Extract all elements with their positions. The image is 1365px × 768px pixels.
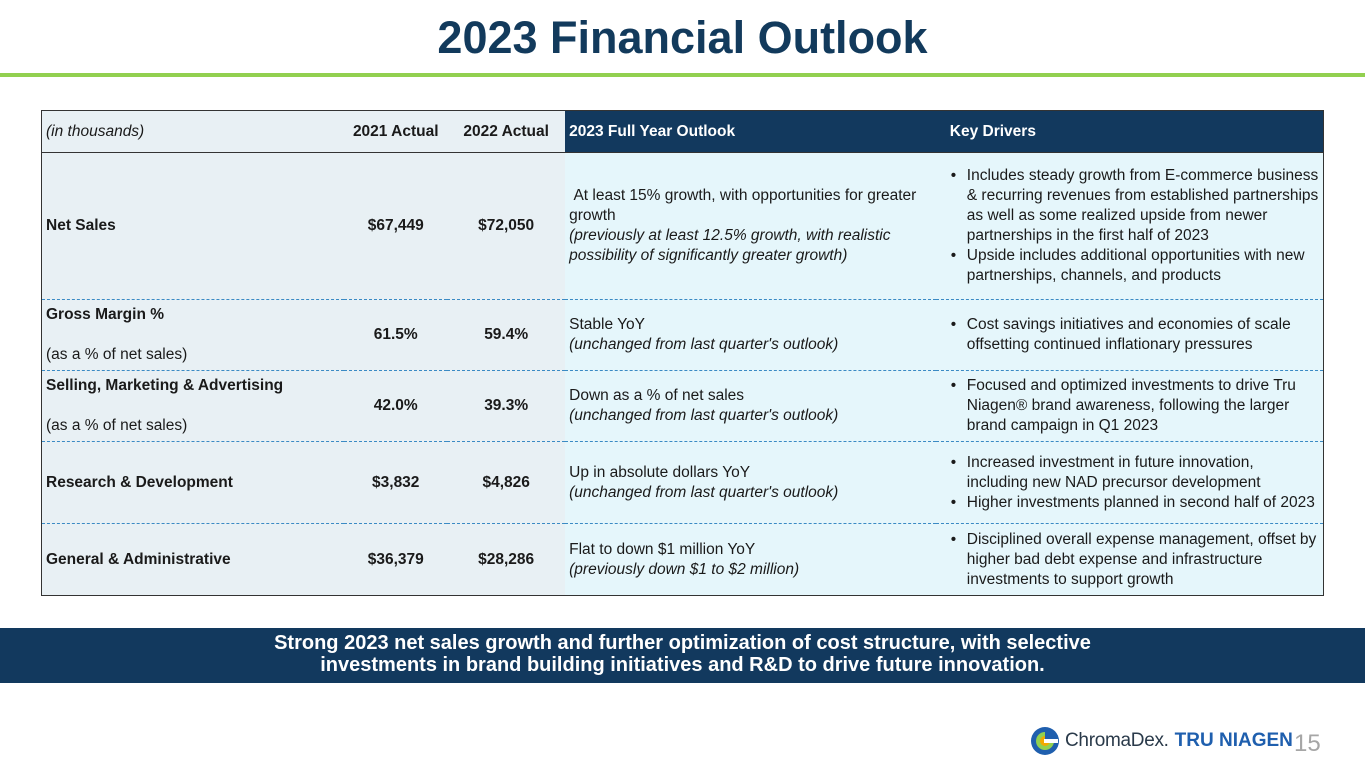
company-logo: ChromaDex. TRU NIAGEN	[1030, 724, 1293, 758]
row-metric: Research & Development	[41, 441, 345, 524]
row-2022-value: $4,826	[447, 441, 566, 524]
header-2022: 2022 Actual	[447, 110, 566, 153]
row-metric: Net Sales	[41, 152, 345, 300]
driver-bullet: Focused and optimized investments to dri…	[950, 376, 1319, 436]
title-divider	[0, 73, 1365, 77]
row-outlook-text: At least 15% growth, with opportunities …	[569, 187, 921, 224]
header-units: (in thousands)	[41, 110, 345, 153]
page-number: 15	[1294, 730, 1321, 757]
row-outlook-text: Down as a % of net sales	[569, 387, 745, 404]
header-outlook: 2023 Full Year Outlook	[565, 110, 936, 153]
slide-title: 2023 Financial Outlook	[437, 12, 928, 63]
row-2021-value: $3,832	[344, 441, 448, 524]
row-outlook: Stable YoY (unchanged from last quarter'…	[565, 299, 936, 371]
row-outlook-text: Flat to down $1 million YoY	[569, 540, 756, 558]
header-2021: 2021 Actual	[344, 110, 448, 153]
row-2022-value: $72,050	[447, 152, 566, 300]
table-row: Research & Development $3,832 $4,826 Up …	[41, 441, 1324, 524]
row-outlook-note: (unchanged from last quarter's outlook)	[569, 336, 839, 353]
row-metric: Selling, Marketing & Advertising (as a %…	[41, 370, 345, 442]
row-outlook: Flat to down $1 million YoY (previously …	[565, 523, 936, 596]
banner-line: Strong 2023 net sales growth and further…	[274, 632, 1091, 654]
driver-bullet: Disciplined overall expense management, …	[950, 530, 1319, 590]
row-2021-value: $36,379	[344, 523, 448, 596]
row-metric: General & Administrative	[41, 523, 345, 596]
row-2021-value: 42.0%	[344, 370, 448, 442]
chromadex-mark-icon	[1031, 727, 1059, 755]
summary-banner: Strong 2023 net sales growth and further…	[0, 628, 1365, 683]
row-2022-value: $28,286	[447, 523, 566, 596]
row-2022-value: 59.4%	[447, 299, 566, 371]
table-row: Net Sales $67,449 $72,050 At least 15% g…	[41, 152, 1324, 300]
row-drivers: Cost savings initiatives and economies o…	[935, 299, 1324, 371]
row-2021-value: 61.5%	[344, 299, 448, 371]
row-metric-sub: (as a % of net sales)	[46, 346, 188, 363]
driver-bullet: Cost savings initiatives and economies o…	[950, 315, 1319, 355]
row-drivers: Includes steady growth from E-commerce b…	[935, 152, 1324, 300]
row-metric-sub: (as a % of net sales)	[46, 417, 188, 434]
table-row: General & Administrative $36,379 $28,286…	[41, 523, 1324, 596]
driver-bullet: Includes steady growth from E-commerce b…	[950, 166, 1319, 246]
row-outlook: At least 15% growth, with opportunities …	[565, 152, 936, 300]
logo-company-text: ChromaDex.	[1065, 730, 1169, 751]
row-outlook-text: Stable YoY	[569, 316, 645, 333]
row-metric-label: Selling, Marketing & Advertising	[46, 377, 284, 394]
row-outlook-note: (unchanged from last quarter's outlook)	[569, 407, 839, 424]
row-drivers: Increased investment in future innovatio…	[935, 441, 1324, 524]
driver-bullet: Increased investment in future innovatio…	[950, 453, 1319, 493]
header-drivers: Key Drivers	[935, 110, 1324, 153]
banner-line: investments in brand building initiative…	[320, 654, 1045, 676]
row-outlook-note: (unchanged from last quarter's outlook)	[569, 483, 839, 501]
row-drivers: Disciplined overall expense management, …	[935, 523, 1324, 596]
driver-bullet: Higher investments planned in second hal…	[950, 493, 1319, 513]
row-2022-value: 39.3%	[447, 370, 566, 442]
row-2021-value: $67,449	[344, 152, 448, 300]
logo-brand-text: TRU NIAGEN	[1174, 730, 1293, 751]
row-metric-label: Gross Margin %	[46, 306, 164, 323]
row-drivers: Focused and optimized investments to dri…	[935, 370, 1324, 442]
table-row: Gross Margin % (as a % of net sales) 61.…	[41, 299, 1324, 371]
row-outlook: Up in absolute dollars YoY (unchanged fr…	[565, 441, 936, 524]
row-outlook-text: Up in absolute dollars YoY	[569, 463, 751, 481]
row-outlook: Down as a % of net sales (unchanged from…	[565, 370, 936, 442]
table-header-row: (in thousands) 2021 Actual 2022 Actual 2…	[41, 110, 1324, 153]
row-outlook-note: (previously at least 12.5% growth, with …	[569, 227, 891, 264]
row-outlook-note: (previously down $1 to $2 million)	[569, 560, 800, 578]
outlook-table: (in thousands) 2021 Actual 2022 Actual 2…	[41, 110, 1324, 596]
driver-bullet: Upside includes additional opportunities…	[950, 246, 1319, 286]
table-row: Selling, Marketing & Advertising (as a %…	[41, 370, 1324, 442]
row-metric: Gross Margin % (as a % of net sales)	[41, 299, 345, 371]
